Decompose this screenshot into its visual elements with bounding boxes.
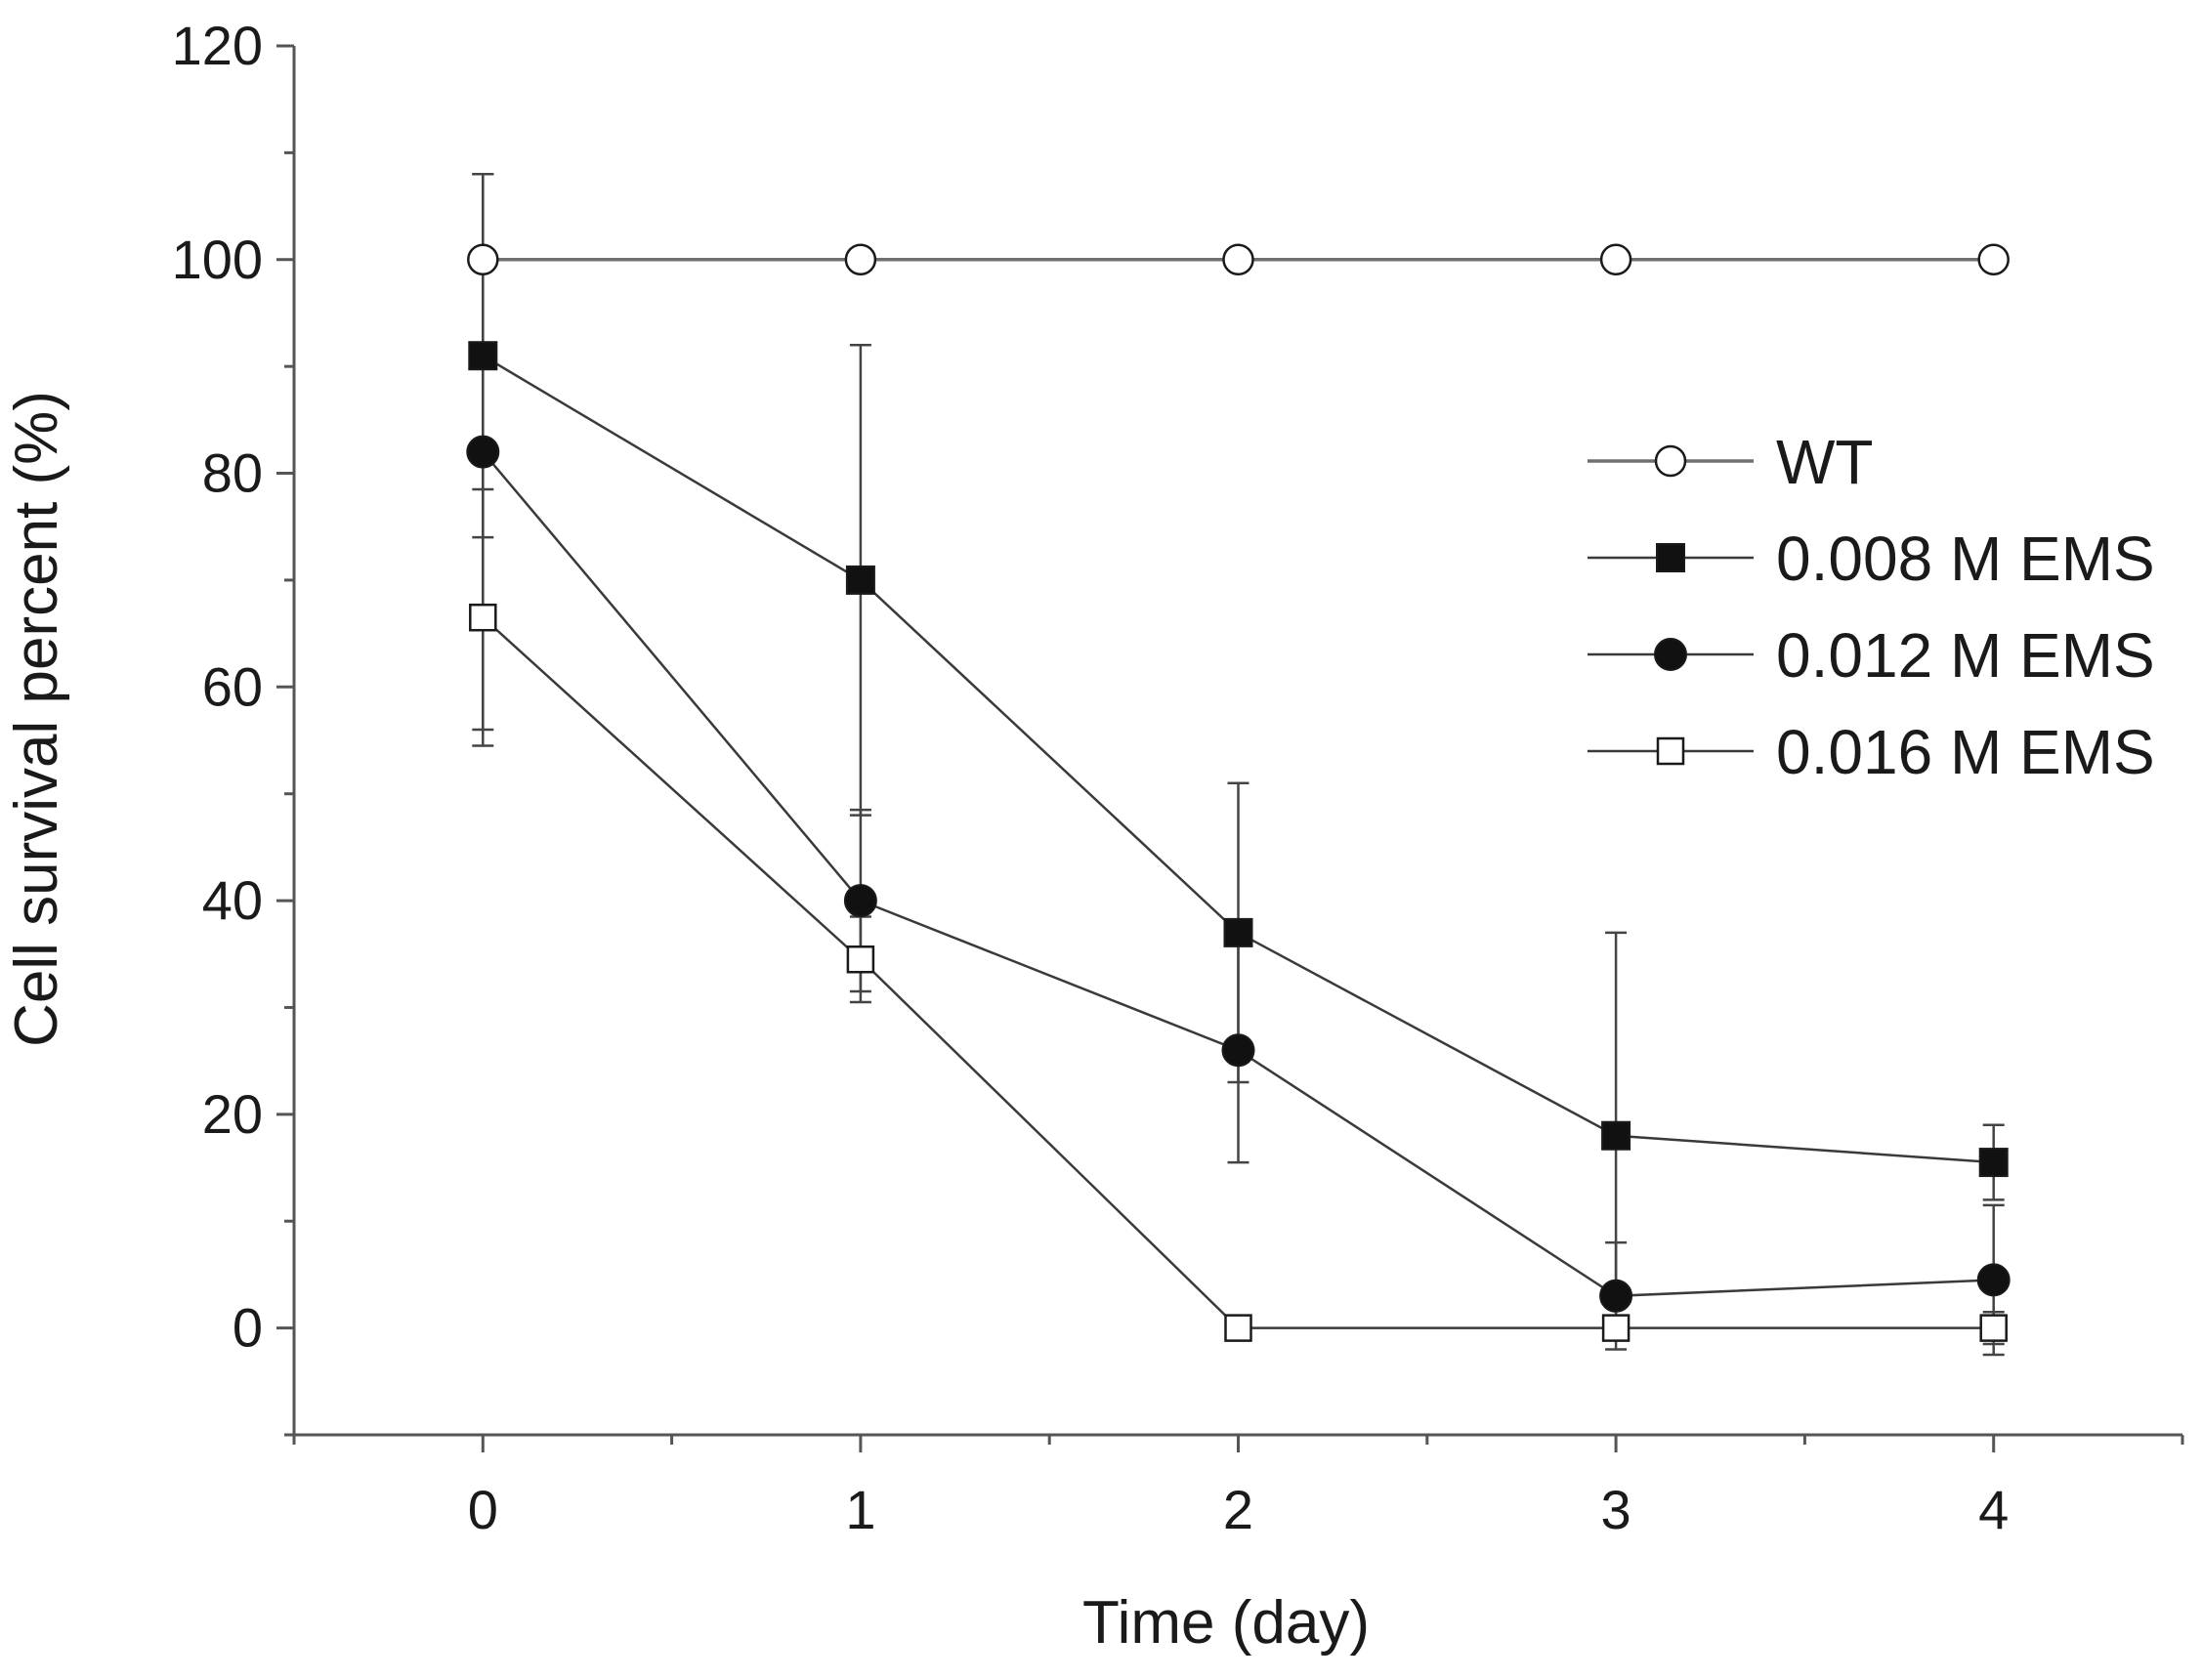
data-point: [1977, 243, 2010, 276]
error-bars: [472, 173, 2005, 1357]
x-tick-label: 0: [468, 1479, 498, 1540]
data-point: [844, 243, 877, 276]
data-point: [468, 341, 498, 371]
data-point: [1979, 1314, 2008, 1342]
legend: WT 0.008 M EMS 0.012 M EMS 0.016 M EMS: [1588, 427, 2155, 787]
data-point: [1978, 1148, 2009, 1178]
data-point: [1599, 1279, 1633, 1313]
x-tick-label: 3: [1601, 1479, 1631, 1540]
y-axis-title: Cell survival percent (%): [3, 391, 70, 1047]
data-point: [1221, 1033, 1255, 1068]
data-point: [1223, 917, 1253, 947]
data-point: [1601, 1314, 1630, 1342]
y-tick-label: 40: [202, 869, 263, 931]
data-point: [467, 243, 499, 276]
data-point: [846, 945, 875, 974]
x-tick-label: 2: [1223, 1479, 1253, 1540]
legend-label: 0.012 M EMS: [1776, 620, 2155, 691]
y-tick-label: 0: [233, 1297, 263, 1359]
legend-marker: [1654, 638, 1687, 671]
data-point: [1599, 243, 1632, 276]
series: [466, 173, 2011, 1357]
x-axis-title: Time (day): [1082, 1589, 1370, 1657]
x-tick-label: 1: [845, 1479, 875, 1540]
y-tick-label: 120: [172, 15, 263, 76]
data-point: [469, 603, 497, 632]
y-tick-label: 60: [202, 655, 263, 717]
legend-marker: [1654, 444, 1687, 478]
data-point: [1222, 243, 1254, 276]
data-point: [843, 884, 877, 918]
axes: 0 20 40 60 80 100 120 0 1 2 3 4: [172, 15, 2184, 1540]
y-tick-label: 20: [202, 1083, 263, 1145]
series-markers: [466, 243, 2011, 1342]
data-point: [1601, 1120, 1631, 1151]
data-point: [845, 565, 875, 595]
y-tick-label: 80: [202, 442, 263, 504]
data-point: [1976, 1263, 2011, 1297]
legend-label: WT: [1776, 427, 1874, 497]
x-tick-label: 4: [1978, 1479, 2009, 1540]
legend-label: 0.008 M EMS: [1776, 524, 2155, 594]
legend-marker: [1656, 736, 1685, 766]
data-point: [1224, 1314, 1252, 1342]
y-tick-label: 100: [172, 229, 263, 290]
legend-label: 0.016 M EMS: [1776, 717, 2155, 787]
legend-marker: [1656, 543, 1685, 572]
data-point: [466, 435, 500, 469]
